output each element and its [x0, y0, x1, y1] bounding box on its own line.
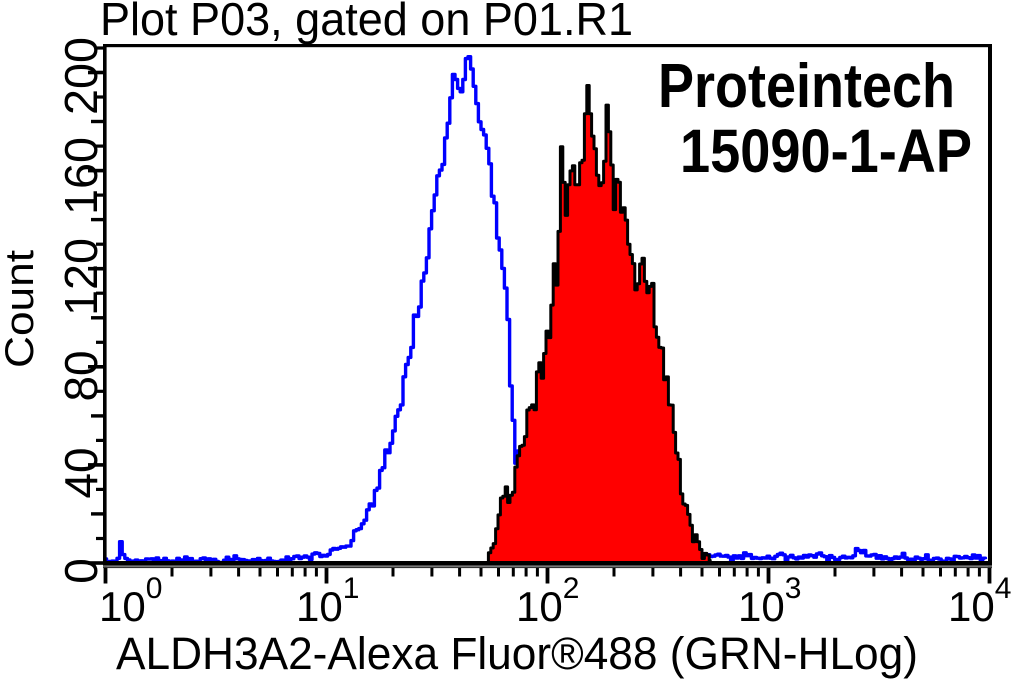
svg-text:Count: Count — [0, 250, 42, 368]
svg-text:120: 120 — [55, 238, 107, 316]
svg-text:15090-1-AP: 15090-1-AP — [680, 117, 972, 185]
svg-text:80: 80 — [55, 351, 107, 402]
svg-text:0: 0 — [55, 558, 107, 584]
svg-text:100: 100 — [99, 572, 162, 630]
svg-text:Plot P03, gated on P01.R1: Plot P03, gated on P01.R1 — [100, 0, 633, 45]
svg-text:104: 104 — [948, 572, 1011, 630]
svg-text:Proteintech: Proteintech — [658, 52, 955, 121]
svg-text:160: 160 — [55, 137, 107, 215]
svg-text:ALDH3A2-Alexa Fluor®488 (GRN-H: ALDH3A2-Alexa Fluor®488 (GRN-HLog) — [116, 628, 918, 679]
svg-text:40: 40 — [55, 448, 107, 499]
svg-text:200: 200 — [55, 37, 107, 115]
